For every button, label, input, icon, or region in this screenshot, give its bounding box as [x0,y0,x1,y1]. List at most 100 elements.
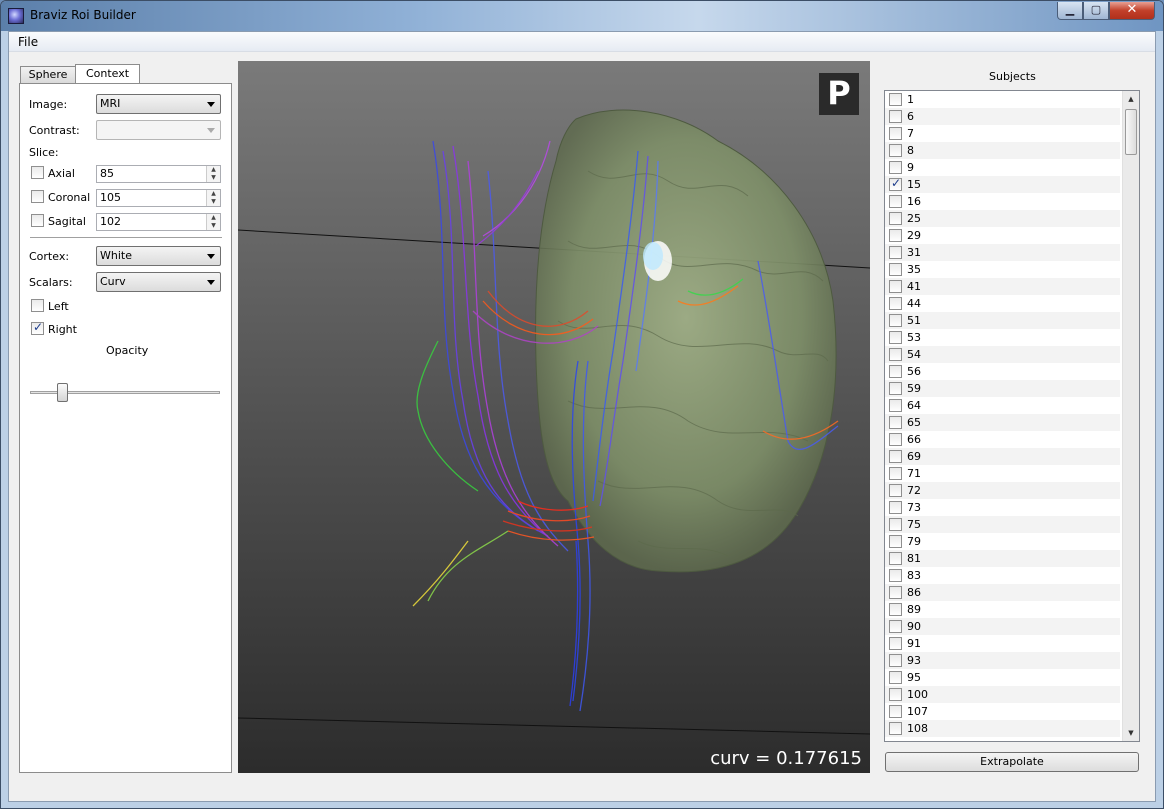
subject-checkbox[interactable] [889,467,902,480]
subject-row[interactable]: 65 [885,414,1120,431]
subject-row[interactable]: 54 [885,346,1120,363]
subject-row[interactable]: 71 [885,465,1120,482]
scalars-select[interactable]: Curv [96,272,221,292]
sagital-checkbox[interactable] [31,214,44,227]
subject-row[interactable]: 31 [885,244,1120,261]
image-select[interactable]: MRI [96,94,221,114]
subject-checkbox[interactable] [889,144,902,157]
subject-checkbox[interactable] [889,246,902,259]
subject-checkbox[interactable] [889,722,902,735]
subject-checkbox[interactable] [889,586,902,599]
subject-row[interactable]: 51 [885,312,1120,329]
subject-row[interactable]: 9 [885,159,1120,176]
subject-row[interactable]: 35 [885,261,1120,278]
subject-row[interactable]: 64 [885,397,1120,414]
subject-row[interactable]: 16 [885,193,1120,210]
subject-row[interactable]: 41 [885,278,1120,295]
subject-row[interactable]: 29 [885,227,1120,244]
close-button[interactable]: ✕ [1109,2,1155,20]
subject-row[interactable]: 6 [885,108,1120,125]
subject-row[interactable]: 15 [885,176,1120,193]
subject-row[interactable]: 89 [885,601,1120,618]
subjects-list[interactable]: 1678915162529313541445153545659646566697… [884,90,1140,742]
spin-down-icon[interactable]: ▼ [206,222,220,230]
subject-checkbox[interactable] [889,433,902,446]
subject-checkbox[interactable] [889,654,902,667]
subject-row[interactable]: 69 [885,448,1120,465]
subject-row[interactable]: 56 [885,363,1120,380]
subject-checkbox[interactable] [889,688,902,701]
opacity-slider-track[interactable] [30,391,220,394]
subject-checkbox[interactable] [889,161,902,174]
subject-row[interactable]: 95 [885,669,1120,686]
subject-checkbox[interactable] [889,331,902,344]
tab-context[interactable]: Context [75,64,140,85]
subject-row[interactable]: 1 [885,91,1120,108]
subject-checkbox[interactable] [889,314,902,327]
subject-checkbox[interactable] [889,518,902,531]
subject-row[interactable]: 91 [885,635,1120,652]
subject-row[interactable]: 73 [885,499,1120,516]
subject-checkbox[interactable] [889,535,902,548]
spin-up-icon[interactable]: ▲ [206,214,220,222]
subject-row[interactable]: 66 [885,431,1120,448]
axial-spinbox[interactable]: 85 ▲ ▼ [96,165,221,183]
subject-checkbox[interactable] [889,365,902,378]
opacity-slider-handle[interactable] [56,383,68,402]
subject-checkbox[interactable] [889,450,902,463]
subject-checkbox[interactable] [889,382,902,395]
subject-checkbox[interactable] [889,620,902,633]
subject-checkbox[interactable] [889,705,902,718]
cortex-select[interactable]: White [96,246,221,266]
scrollbar-thumb[interactable] [1125,109,1137,155]
subject-row[interactable]: 72 [885,482,1120,499]
subject-row[interactable]: 90 [885,618,1120,635]
subject-row[interactable]: 83 [885,567,1120,584]
scroll-up-icon[interactable]: ▲ [1128,95,1134,103]
menu-file[interactable]: File [18,35,39,49]
sagital-spinbox[interactable]: 102 ▲ ▼ [96,213,221,231]
subject-row[interactable]: 93 [885,652,1120,669]
minimize-button[interactable]: ▁ [1057,2,1083,20]
subject-checkbox[interactable] [889,176,902,191]
subject-row[interactable]: 44 [885,295,1120,312]
subject-checkbox[interactable] [889,229,902,242]
subject-checkbox[interactable] [889,569,902,582]
subject-row[interactable]: 108 [885,720,1120,737]
title-bar[interactable]: Braviz Roi Builder ▁ ▢ ✕ [1,1,1163,31]
subject-row[interactable]: 81 [885,550,1120,567]
subject-checkbox[interactable] [889,552,902,565]
subject-checkbox[interactable] [889,637,902,650]
spin-up-icon[interactable]: ▲ [206,166,220,174]
subject-row[interactable]: 8 [885,142,1120,159]
subject-checkbox[interactable] [889,501,902,514]
subject-checkbox[interactable] [889,195,902,208]
subject-checkbox[interactable] [889,93,902,106]
spin-up-icon[interactable]: ▲ [206,190,220,198]
subject-row[interactable]: 7 [885,125,1120,142]
subject-row[interactable]: 25 [885,210,1120,227]
axial-checkbox[interactable] [31,166,44,179]
subject-checkbox[interactable] [889,348,902,361]
maximize-button[interactable]: ▢ [1083,2,1109,20]
render-view[interactable]: P curv = 0.177615 [238,61,870,773]
subject-checkbox[interactable] [889,127,902,140]
scroll-down-icon[interactable]: ▼ [1128,729,1134,737]
subject-row[interactable]: 100 [885,686,1120,703]
left-checkbox[interactable] [31,299,44,312]
subject-row[interactable]: 107 [885,703,1120,720]
subject-checkbox[interactable] [889,297,902,310]
subject-checkbox[interactable] [889,280,902,293]
subjects-scrollbar[interactable]: ▲ ▼ [1122,91,1139,741]
subject-row[interactable]: 53 [885,329,1120,346]
subject-row[interactable]: 75 [885,516,1120,533]
spin-down-icon[interactable]: ▼ [206,174,220,182]
subject-row[interactable]: 79 [885,533,1120,550]
extrapolate-button[interactable]: Extrapolate [885,752,1139,772]
coronal-spinbox[interactable]: 105 ▲ ▼ [96,189,221,207]
subject-checkbox[interactable] [889,671,902,684]
subject-checkbox[interactable] [889,212,902,225]
right-checkbox[interactable] [31,320,44,335]
subject-checkbox[interactable] [889,603,902,616]
subject-row[interactable]: 59 [885,380,1120,397]
